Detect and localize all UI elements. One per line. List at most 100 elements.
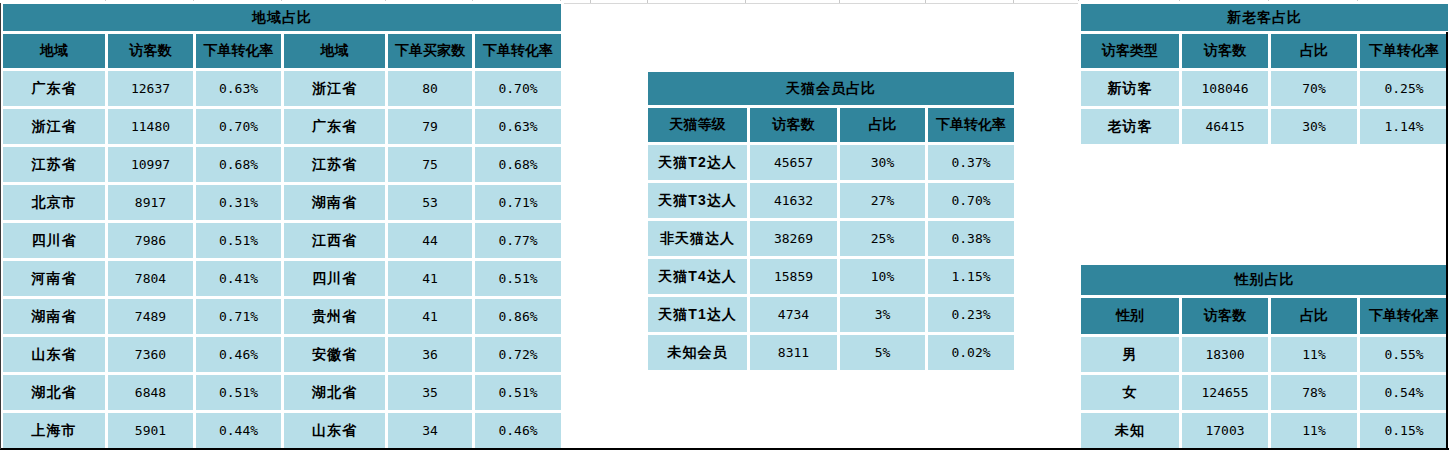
cell[interactable]: 0.51%	[474, 374, 563, 412]
cell[interactable]: 41	[387, 260, 474, 298]
cell[interactable]: 1.14%	[1359, 108, 1450, 146]
cell[interactable]: 53	[387, 184, 474, 222]
cell[interactable]: 0.70%	[927, 182, 1016, 220]
cell[interactable]: 36	[387, 336, 474, 374]
cell[interactable]: 0.86%	[474, 298, 563, 336]
cell[interactable]: 0.15%	[1359, 412, 1450, 450]
cell[interactable]: 四川省	[2, 222, 107, 260]
cell[interactable]: 27%	[839, 182, 927, 220]
cell[interactable]: 0.41%	[195, 260, 283, 298]
cell[interactable]: 41	[387, 298, 474, 336]
cell[interactable]: 1.15%	[927, 258, 1016, 296]
header-cell[interactable]: 占比	[1270, 33, 1359, 70]
cell[interactable]: 0.31%	[195, 184, 283, 222]
cell[interactable]: 44	[387, 222, 474, 260]
header-cell[interactable]: 地域	[2, 33, 107, 70]
cell[interactable]: 35	[387, 374, 474, 412]
cell[interactable]: 11480	[107, 108, 195, 146]
cell[interactable]: 湖北省	[2, 374, 107, 412]
tmall-table-title[interactable]: 天猫会员占比	[647, 71, 1016, 107]
cell[interactable]: 30%	[1270, 108, 1359, 146]
cell[interactable]: 8311	[749, 334, 839, 372]
cell[interactable]: 未知会员	[647, 334, 749, 372]
cell[interactable]: 34	[387, 412, 474, 450]
header-cell[interactable]: 性别	[1080, 297, 1181, 336]
cell[interactable]: 湖南省	[2, 298, 107, 336]
cell[interactable]: 0.70%	[195, 108, 283, 146]
cell[interactable]: 80	[387, 70, 474, 108]
cell[interactable]: 0.46%	[474, 412, 563, 450]
cell[interactable]: 38269	[749, 220, 839, 258]
cell[interactable]: 浙江省	[283, 70, 387, 108]
new-old-table-title[interactable]: 新老客占比	[1080, 3, 1450, 33]
cell[interactable]: 未知	[1080, 412, 1181, 450]
header-cell[interactable]: 下单转化率	[1359, 33, 1450, 70]
cell[interactable]: 18300	[1181, 336, 1270, 374]
cell[interactable]: 湖北省	[283, 374, 387, 412]
cell[interactable]: 0.68%	[195, 146, 283, 184]
cell[interactable]: 0.51%	[195, 374, 283, 412]
cell[interactable]: 天猫T3达人	[647, 182, 749, 220]
header-cell[interactable]: 下单转化率	[474, 33, 563, 70]
cell[interactable]: 0.63%	[195, 70, 283, 108]
cell[interactable]: 天猫T1达人	[647, 296, 749, 334]
header-cell[interactable]: 占比	[839, 107, 927, 144]
cell[interactable]: 天猫T4达人	[647, 258, 749, 296]
cell[interactable]: 7360	[107, 336, 195, 374]
cell[interactable]: 7489	[107, 298, 195, 336]
cell[interactable]: 贵州省	[283, 298, 387, 336]
header-cell[interactable]: 访客数	[107, 33, 195, 70]
cell[interactable]: 老访客	[1080, 108, 1181, 146]
cell[interactable]: 0.54%	[1359, 374, 1450, 412]
header-cell[interactable]: 下单转化率	[195, 33, 283, 70]
cell[interactable]: 0.51%	[195, 222, 283, 260]
header-cell[interactable]: 下单转化率	[1359, 297, 1450, 336]
cell[interactable]: 0.70%	[474, 70, 563, 108]
cell[interactable]: 0.25%	[1359, 70, 1450, 108]
cell[interactable]: 江苏省	[2, 146, 107, 184]
cell[interactable]: 7804	[107, 260, 195, 298]
cell[interactable]: 7986	[107, 222, 195, 260]
cell[interactable]: 广东省	[283, 108, 387, 146]
cell[interactable]: 江苏省	[283, 146, 387, 184]
header-cell[interactable]: 占比	[1270, 297, 1359, 336]
header-cell[interactable]: 访客数	[749, 107, 839, 144]
cell[interactable]: 0.37%	[927, 144, 1016, 182]
cell[interactable]: 6848	[107, 374, 195, 412]
cell[interactable]: 4734	[749, 296, 839, 334]
cell[interactable]: 0.51%	[474, 260, 563, 298]
cell[interactable]: 女	[1080, 374, 1181, 412]
cell[interactable]: 17003	[1181, 412, 1270, 450]
cell[interactable]: 0.38%	[927, 220, 1016, 258]
cell[interactable]: 8917	[107, 184, 195, 222]
cell[interactable]: 78%	[1270, 374, 1359, 412]
cell[interactable]: 45657	[749, 144, 839, 182]
cell[interactable]: 0.55%	[1359, 336, 1450, 374]
cell[interactable]: 0.23%	[927, 296, 1016, 334]
cell[interactable]: 11%	[1270, 412, 1359, 450]
cell[interactable]: 浙江省	[2, 108, 107, 146]
header-cell[interactable]: 下单转化率	[927, 107, 1016, 144]
cell[interactable]: 湖南省	[283, 184, 387, 222]
header-cell[interactable]: 访客类型	[1080, 33, 1181, 70]
header-cell[interactable]: 下单买家数	[387, 33, 474, 70]
cell[interactable]: 46415	[1181, 108, 1270, 146]
cell[interactable]: 安徽省	[283, 336, 387, 374]
cell[interactable]: 0.77%	[474, 222, 563, 260]
cell[interactable]: 0.71%	[474, 184, 563, 222]
cell[interactable]: 108046	[1181, 70, 1270, 108]
cell[interactable]: 0.68%	[474, 146, 563, 184]
cell[interactable]: 非天猫达人	[647, 220, 749, 258]
cell[interactable]: 5%	[839, 334, 927, 372]
header-cell[interactable]: 天猫等级	[647, 107, 749, 144]
cell[interactable]: 3%	[839, 296, 927, 334]
gender-table-title[interactable]: 性别占比	[1080, 264, 1450, 297]
cell[interactable]: 41632	[749, 182, 839, 220]
header-cell[interactable]: 地域	[283, 33, 387, 70]
cell[interactable]: 0.72%	[474, 336, 563, 374]
cell[interactable]: 0.63%	[474, 108, 563, 146]
cell[interactable]: 124655	[1181, 374, 1270, 412]
cell[interactable]: 河南省	[2, 260, 107, 298]
cell[interactable]: 0.02%	[927, 334, 1016, 372]
cell[interactable]: 0.46%	[195, 336, 283, 374]
